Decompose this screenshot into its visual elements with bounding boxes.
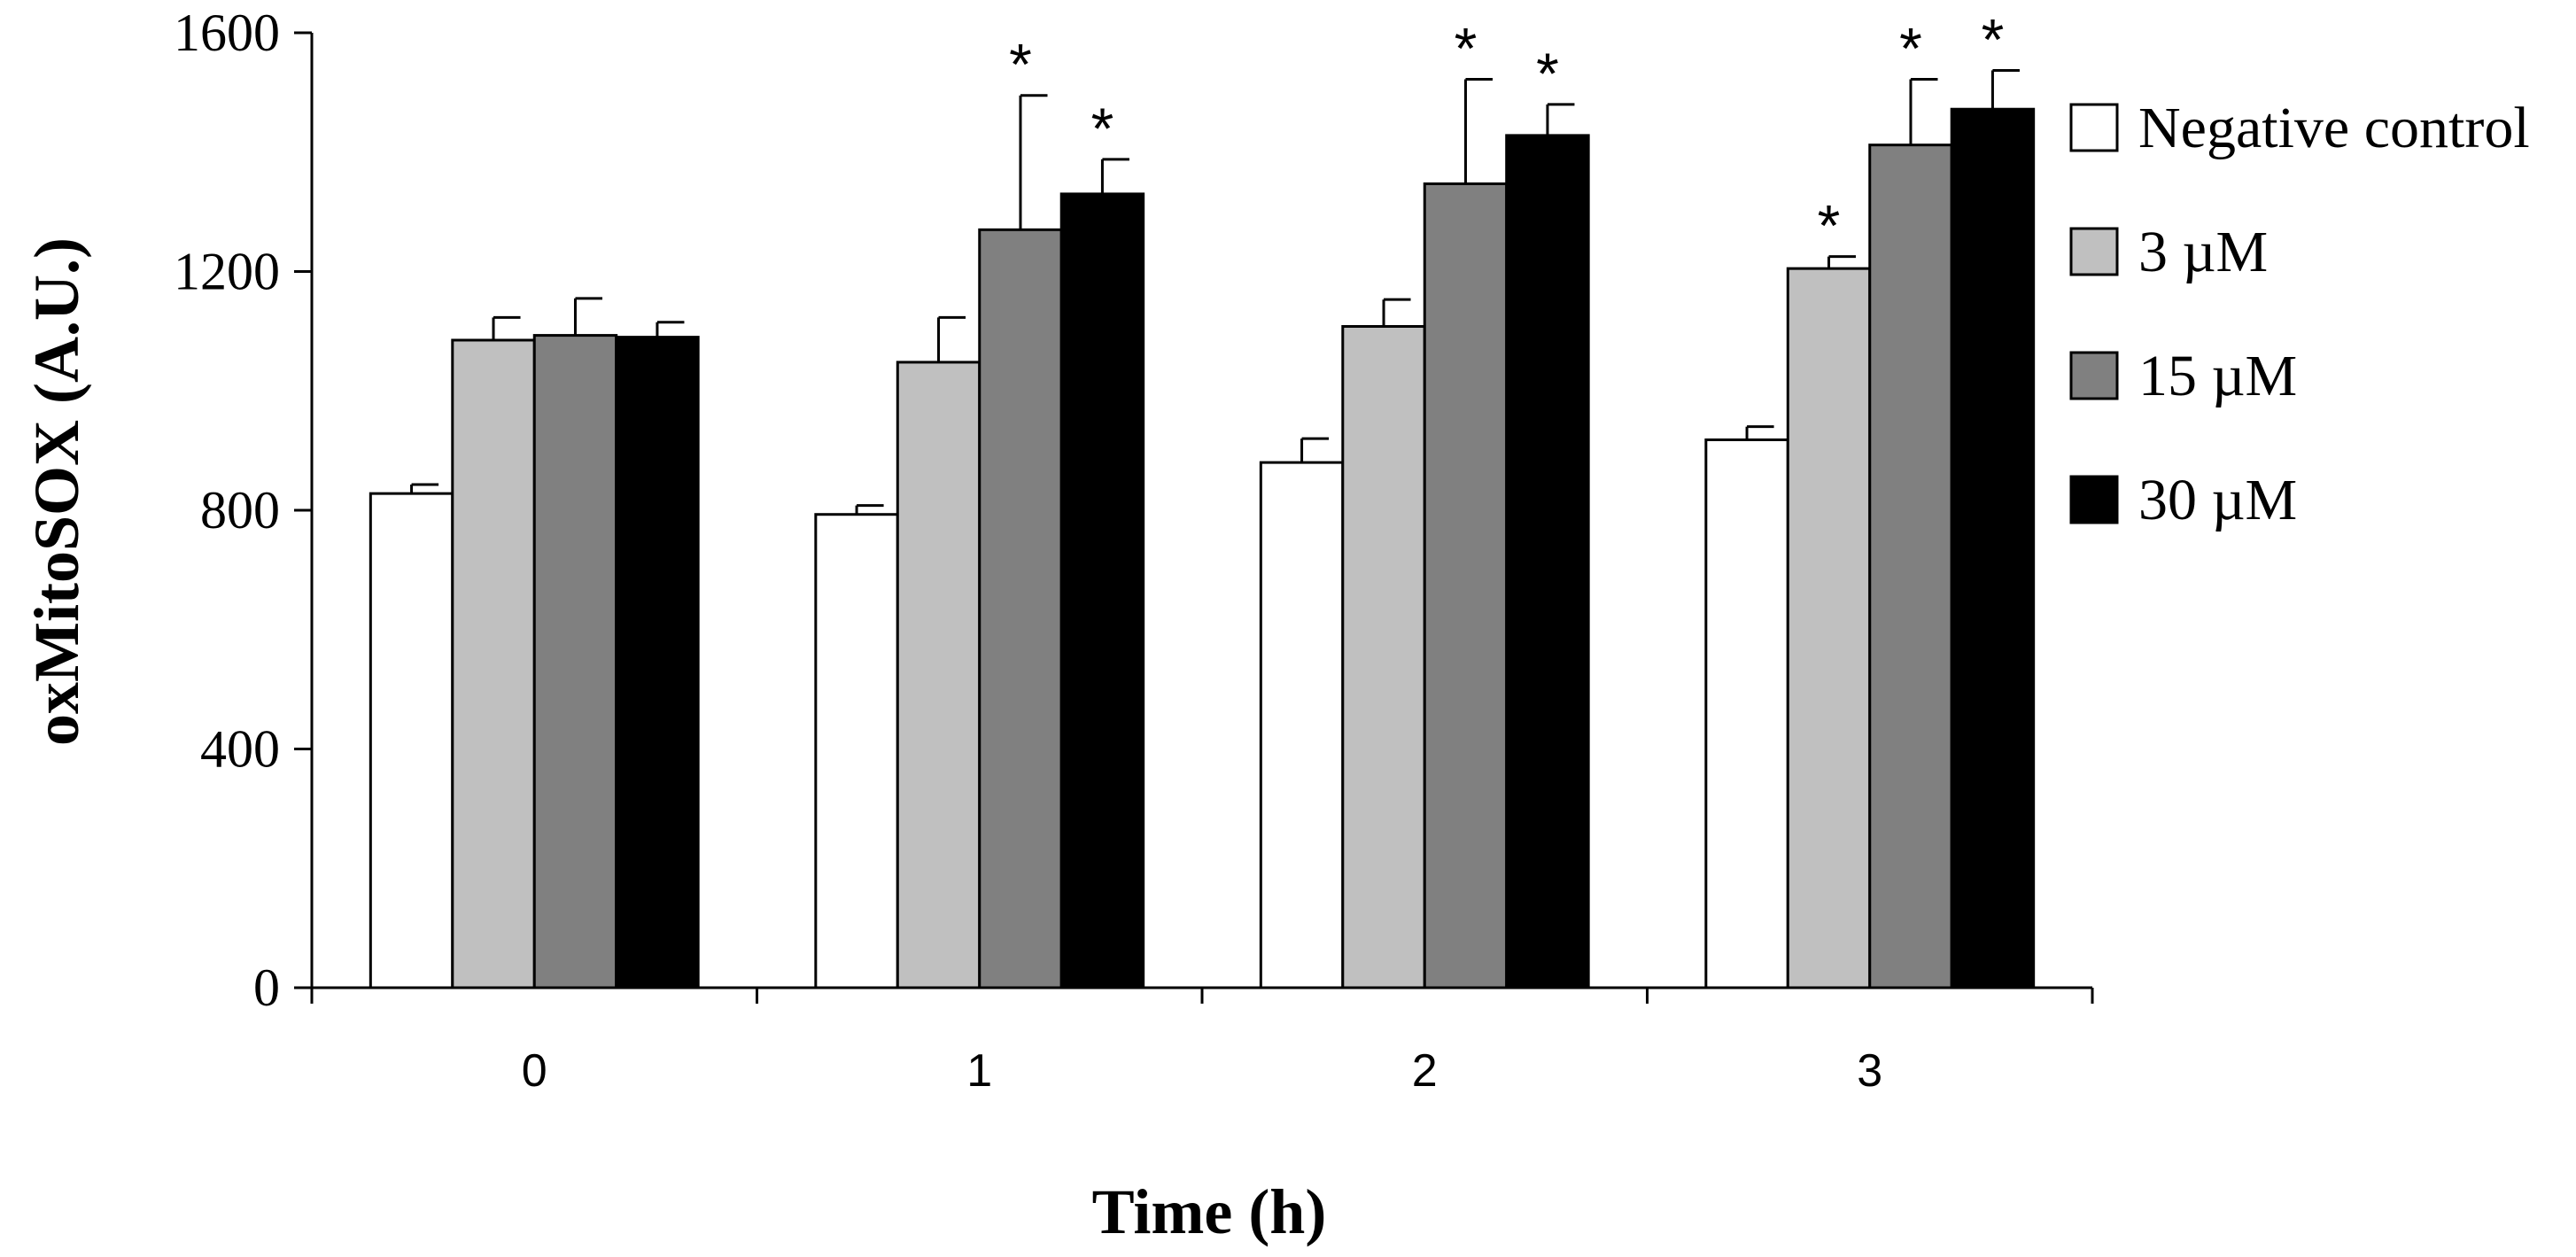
error-bar-2-1 <box>1019 94 1048 230</box>
legend-label-1: 3 µM <box>2138 220 2268 284</box>
bar-2-0 <box>532 334 618 989</box>
error-bar-1-3 <box>1827 255 1857 269</box>
bar-2-3 <box>1868 144 1953 989</box>
y-tick-label-0: 0 <box>253 958 280 1017</box>
significance-star-2-2: * <box>1455 16 1478 81</box>
bar-2-1 <box>978 228 1063 989</box>
legend-swatch-3 <box>2069 475 2119 524</box>
legend-swatch-2 <box>2069 351 2119 400</box>
x-tick-label-3: 3 <box>1857 1045 1882 1097</box>
error-bar-0-3 <box>1745 425 1774 440</box>
errorbars-layer <box>410 68 2020 515</box>
y-tick-label-1: 400 <box>200 720 280 779</box>
legend-swatch-1 <box>2069 227 2119 276</box>
bar-1-3 <box>1786 267 1872 989</box>
axes <box>294 31 2094 1004</box>
error-bar-3-1 <box>1100 158 1129 194</box>
error-bar-1-1 <box>937 315 966 362</box>
bar-0-1 <box>814 513 899 989</box>
bar-1-1 <box>896 361 982 989</box>
significance-star-2-1: * <box>1009 32 1032 97</box>
error-bar-3-0 <box>656 321 685 338</box>
bar-3-3 <box>1950 107 2036 989</box>
error-bar-1-2 <box>1382 298 1411 327</box>
y-tick-label-3: 1200 <box>174 243 280 301</box>
significance-star-1-3: * <box>1818 193 1841 259</box>
y-tick-label-2: 800 <box>200 481 280 539</box>
bar-1-2 <box>1341 324 1426 989</box>
error-bar-3-2 <box>1546 103 1575 136</box>
y-tick-label-4: 1600 <box>174 4 280 62</box>
error-bar-2-3 <box>1909 78 1938 145</box>
legend-label-0: Negative control <box>2138 96 2530 160</box>
x-axis-title: Time (h) <box>1092 1176 1327 1247</box>
significance-markers: * * * * * * * <box>1009 6 2004 258</box>
x-tick-label-1: 1 <box>966 1045 992 1097</box>
legend: Negative control 3 µM 15 µM 30 µM <box>2069 96 2530 532</box>
significance-star-3-3: * <box>1982 6 2005 72</box>
error-bar-2-0 <box>573 297 602 336</box>
bar-3-0 <box>615 336 700 989</box>
bar-0-0 <box>369 492 454 989</box>
bar-1-0 <box>451 338 536 989</box>
bar-3-2 <box>1505 134 1590 989</box>
tick-labels: 0 1 2 3 0 400 800 1200 1600 <box>174 4 1882 1097</box>
x-tick-label-2: 2 <box>1412 1045 1438 1097</box>
legend-item-1: 3 µM <box>2069 220 2268 284</box>
bar-0-3 <box>1704 438 1789 989</box>
error-bar-0-2 <box>1300 437 1330 463</box>
bar-0-2 <box>1259 461 1345 989</box>
x-tick-label-0: 0 <box>522 1045 547 1097</box>
y-axis-title: oxMitoSOX (A.U.) <box>21 237 92 746</box>
significance-star-3-1: * <box>1091 96 1114 161</box>
error-bar-0-0 <box>410 483 439 494</box>
bar-3-1 <box>1059 192 1145 989</box>
error-bar-3-3 <box>1990 68 2020 110</box>
error-bar-2-2 <box>1463 78 1493 184</box>
error-bar-1-0 <box>492 315 521 340</box>
significance-star-3-2: * <box>1536 41 1559 106</box>
legend-label-3: 30 µM <box>2138 468 2297 532</box>
legend-item-0: Negative control <box>2069 96 2530 160</box>
bars-layer <box>369 107 2036 989</box>
bar-2-2 <box>1423 182 1509 989</box>
legend-item-3: 30 µM <box>2069 468 2297 532</box>
legend-item-2: 15 µM <box>2069 344 2297 408</box>
legend-label-2: 15 µM <box>2138 344 2297 408</box>
significance-star-2-3: * <box>1899 16 1922 81</box>
legend-swatch-0 <box>2069 103 2119 152</box>
error-bar-0-1 <box>855 504 884 515</box>
